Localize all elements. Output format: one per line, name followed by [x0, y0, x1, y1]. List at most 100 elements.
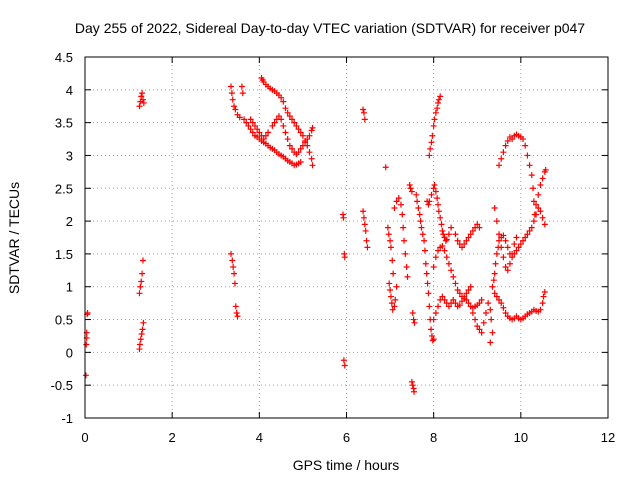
data-point	[245, 122, 252, 129]
data-point	[465, 300, 472, 307]
data-point	[284, 109, 291, 116]
data-point	[463, 296, 470, 303]
data-point	[139, 96, 146, 103]
data-point	[504, 267, 511, 274]
data-point	[502, 142, 509, 149]
data-point	[438, 221, 445, 228]
data-point	[269, 122, 276, 129]
data-point	[361, 116, 368, 123]
data-point	[465, 234, 472, 241]
data-point	[426, 303, 433, 310]
y-tick-label: 3	[66, 148, 73, 163]
data-point	[341, 254, 348, 261]
data-point	[461, 293, 468, 300]
data-point	[409, 382, 416, 389]
data-point	[243, 119, 250, 126]
data-point	[238, 83, 245, 90]
data-point	[430, 316, 437, 323]
data-point	[289, 116, 296, 123]
data-point	[539, 175, 546, 182]
data-point	[474, 323, 481, 330]
data-point	[522, 142, 529, 149]
data-point	[504, 138, 511, 145]
data-point	[440, 231, 447, 238]
y-tick-label: 0.5	[55, 313, 73, 328]
data-point	[360, 208, 367, 215]
data-point	[456, 302, 463, 309]
data-point	[496, 231, 503, 238]
data-point	[136, 290, 143, 297]
data-point	[306, 132, 313, 139]
data-point	[413, 191, 420, 198]
data-point	[389, 306, 396, 313]
data-point	[232, 106, 239, 113]
data-point	[425, 290, 432, 297]
data-point	[476, 224, 483, 231]
data-point	[496, 237, 503, 244]
data-point	[491, 270, 498, 277]
y-tick-label: 2.5	[55, 181, 73, 196]
data-point	[539, 214, 546, 221]
data-point	[430, 122, 437, 129]
data-point	[467, 231, 474, 238]
data-point	[480, 319, 487, 326]
data-point	[513, 247, 520, 254]
data-point	[139, 257, 146, 264]
data-point	[137, 336, 144, 343]
data-point	[541, 221, 548, 228]
data-point	[500, 304, 507, 311]
data-point	[491, 290, 498, 297]
data-point	[278, 94, 285, 101]
data-point	[509, 250, 516, 257]
y-tick-label: 1.5	[55, 247, 73, 262]
data-point	[239, 90, 246, 97]
data-point	[488, 316, 495, 323]
data-point	[385, 231, 392, 238]
data-point	[286, 142, 293, 149]
data-point	[502, 309, 509, 316]
data-point	[452, 280, 459, 287]
data-point	[491, 204, 498, 211]
data-point	[297, 159, 304, 166]
data-point	[487, 339, 494, 346]
data-point	[463, 237, 470, 244]
y-tick-label: 0	[66, 345, 73, 360]
data-point	[417, 218, 424, 225]
data-point	[397, 201, 404, 208]
data-point	[448, 267, 455, 274]
data-point	[450, 296, 457, 303]
data-point	[297, 145, 304, 152]
data-point	[445, 231, 452, 238]
data-point	[138, 330, 145, 337]
data-point	[393, 283, 400, 290]
data-point	[409, 309, 416, 316]
data-point	[472, 316, 479, 323]
data-point	[137, 283, 144, 290]
data-point	[424, 280, 431, 287]
data-point	[364, 244, 371, 251]
data-point	[249, 119, 256, 126]
data-point	[284, 136, 291, 143]
data-point	[530, 198, 537, 205]
data-point	[431, 181, 438, 188]
data-point	[454, 287, 461, 294]
data-point	[513, 234, 520, 241]
data-point	[469, 227, 476, 234]
data-point	[228, 250, 235, 257]
data-point	[535, 191, 542, 198]
data-point	[432, 309, 439, 316]
data-point	[439, 227, 446, 234]
data-point	[435, 96, 442, 103]
data-point	[526, 162, 533, 169]
x-tick-label: 12	[601, 430, 615, 445]
data-point	[500, 232, 507, 239]
data-point	[289, 145, 296, 152]
data-point	[517, 241, 524, 248]
data-point	[138, 278, 145, 285]
data-point	[461, 241, 468, 248]
data-point	[520, 237, 527, 244]
data-point	[382, 164, 389, 171]
data-point	[422, 260, 429, 267]
data-point	[476, 326, 483, 333]
data-point	[309, 124, 316, 131]
